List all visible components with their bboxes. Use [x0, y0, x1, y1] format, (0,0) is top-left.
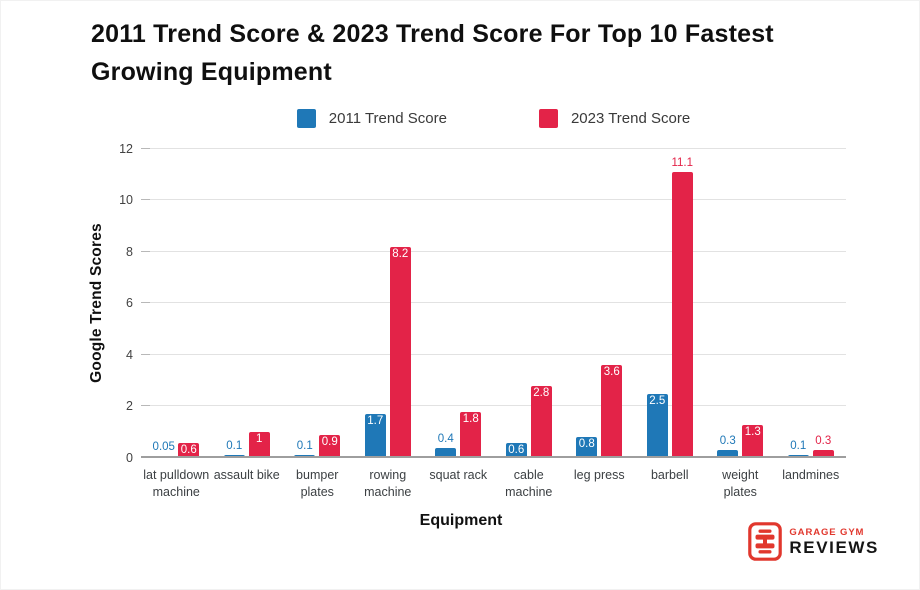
chart-title: 2011 Trend Score & 2023 Trend Score For …: [91, 20, 774, 86]
x-category-label: barbell: [650, 468, 689, 482]
bar-value-label: 0.1: [790, 440, 807, 452]
legend-swatch: [296, 109, 316, 128]
bar-value-label: 0.6: [180, 444, 197, 456]
y-tick-mark: [141, 199, 150, 200]
x-category-label: leg press: [573, 468, 625, 482]
x-category-labels: lat pulldown machine assault bike bumper pla…: [141, 467, 846, 501]
bar-group: 0.1 0.3: [776, 149, 847, 458]
bar-value-label: 1.3: [744, 426, 761, 438]
bar-value-label: 0.1: [296, 440, 313, 452]
y-tick-label: 2: [126, 399, 133, 413]
bar-2023: 11.1: [671, 157, 693, 458]
plot-area: 0.05 0.6 0.1 1 0.1 0.9 1.7 8.2 0.4 1.8 0.6 2.8 0.8 3.…: [141, 148, 846, 458]
bar-value-label: 1.7: [367, 415, 384, 427]
bar-value-label: 2.5: [649, 395, 666, 407]
bar-2023: 0.3: [812, 435, 834, 458]
y-tick-label: 4: [126, 348, 133, 362]
bar-2023: 8.2: [389, 247, 411, 458]
bar-2011: 0.4: [435, 433, 457, 458]
bar-value-label: 11.1: [671, 157, 694, 169]
legend-item: 2011 Trend Score: [296, 109, 447, 128]
y-tick-mark: [141, 405, 150, 406]
bar-value-label: 0.05: [152, 441, 175, 453]
bar-2011: 0.6: [505, 443, 527, 458]
x-category-label: squat rack: [429, 468, 488, 482]
gridline: [141, 148, 846, 149]
bar-group: 0.1 0.9: [282, 149, 353, 458]
x-category-label: assault bike: [213, 468, 280, 482]
bar-group: 0.1 1: [212, 149, 283, 458]
bar-value-label: 1.8: [462, 413, 479, 425]
bar-value-label: 0.3: [815, 435, 832, 447]
legend-swatch: [538, 109, 558, 128]
bar-value-label: 8.2: [392, 248, 409, 260]
x-axis-title: Equipment: [419, 512, 503, 529]
bar-2011: 2.5: [646, 394, 668, 458]
bar-value-label: 0.9: [321, 436, 338, 448]
bar-2023: 0.6: [178, 443, 200, 458]
x-axis-baseline: [141, 456, 846, 458]
bar-value-label: 1: [256, 433, 263, 445]
legend-item: 2023 Trend Score: [538, 109, 691, 128]
bar-value-label: 2.8: [533, 387, 550, 399]
bar-2011: 1.7: [364, 414, 386, 458]
bar-2023: 3.6: [601, 365, 623, 458]
y-tick-mark: [141, 148, 150, 149]
x-category-label: weight plates: [722, 468, 759, 499]
gridline: [141, 405, 846, 406]
bar-value-label: 0.1: [226, 440, 243, 452]
y-tick-label: 6: [126, 296, 133, 310]
x-category-label: cable machine: [505, 468, 553, 499]
gridline: [141, 302, 846, 303]
brand-logo-text: GARAGE GYM REVIEWS: [789, 527, 879, 556]
dumbbell-icon: [748, 522, 783, 561]
y-tick-mark: [141, 251, 150, 252]
bar-2023: 1.8: [460, 412, 482, 458]
bar-2011: 0.3: [717, 435, 739, 458]
y-tick-mark: [141, 354, 150, 355]
x-category-label: rowing machine: [364, 468, 412, 499]
bar-groups: 0.05 0.6 0.1 1 0.1 0.9 1.7 8.2 0.4 1.8 0.6 2.8 0.8 3.…: [141, 149, 846, 458]
y-tick-label: 12: [119, 142, 133, 156]
bar-2011: 0.8: [576, 437, 598, 458]
brand-name-top: GARAGE GYM: [789, 527, 865, 538]
bar-value-label: 0.3: [719, 435, 736, 447]
y-tick-label: 10: [119, 193, 133, 207]
bar-group: 0.8 3.6: [564, 149, 635, 458]
bar-value-label: 0.6: [508, 444, 525, 456]
brand-name-bottom: REVIEWS: [789, 538, 879, 557]
bar-value-label: 0.8: [578, 438, 595, 450]
bar-group: 0.6 2.8: [494, 149, 565, 458]
gridline: [141, 199, 846, 200]
bar-2023: 2.8: [530, 386, 552, 458]
bar-group: 2.5 11.1: [635, 149, 706, 458]
y-tick-label: 0: [126, 451, 133, 465]
gridline: [141, 354, 846, 355]
bar-group: 1.7 8.2: [353, 149, 424, 458]
bar-group: 0.3 1.3: [705, 149, 776, 458]
x-category-label: lat pulldown machine: [143, 468, 210, 499]
bar-value-label: 3.6: [603, 366, 620, 378]
bar-value-label: 0.4: [437, 433, 454, 445]
x-category-label: landmines: [782, 468, 840, 482]
bar-group: 0.05 0.6: [141, 149, 212, 458]
x-category-label: bumper plates: [296, 468, 339, 499]
bar-2023: 1: [248, 432, 270, 458]
bar-group: 0.4 1.8: [423, 149, 494, 458]
brand-logo: GARAGE GYM REVIEWS: [748, 522, 879, 561]
bar-2023: 0.9: [319, 435, 341, 458]
y-tick-label: 8: [126, 245, 133, 259]
legend-label: 2011 Trend Score: [328, 110, 447, 127]
gridline: [141, 251, 846, 252]
legend: 2011 Trend Score 2023 Trend Score: [141, 109, 846, 128]
bar-2023: 1.3: [742, 425, 764, 458]
y-tick-mark: [141, 302, 150, 303]
legend-label: 2023 Trend Score: [570, 110, 691, 127]
